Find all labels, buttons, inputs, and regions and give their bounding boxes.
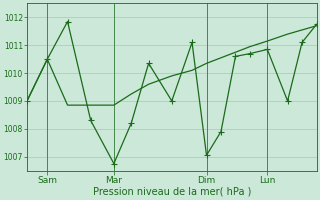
X-axis label: Pression niveau de la mer( hPa ): Pression niveau de la mer( hPa ) [92, 187, 251, 197]
